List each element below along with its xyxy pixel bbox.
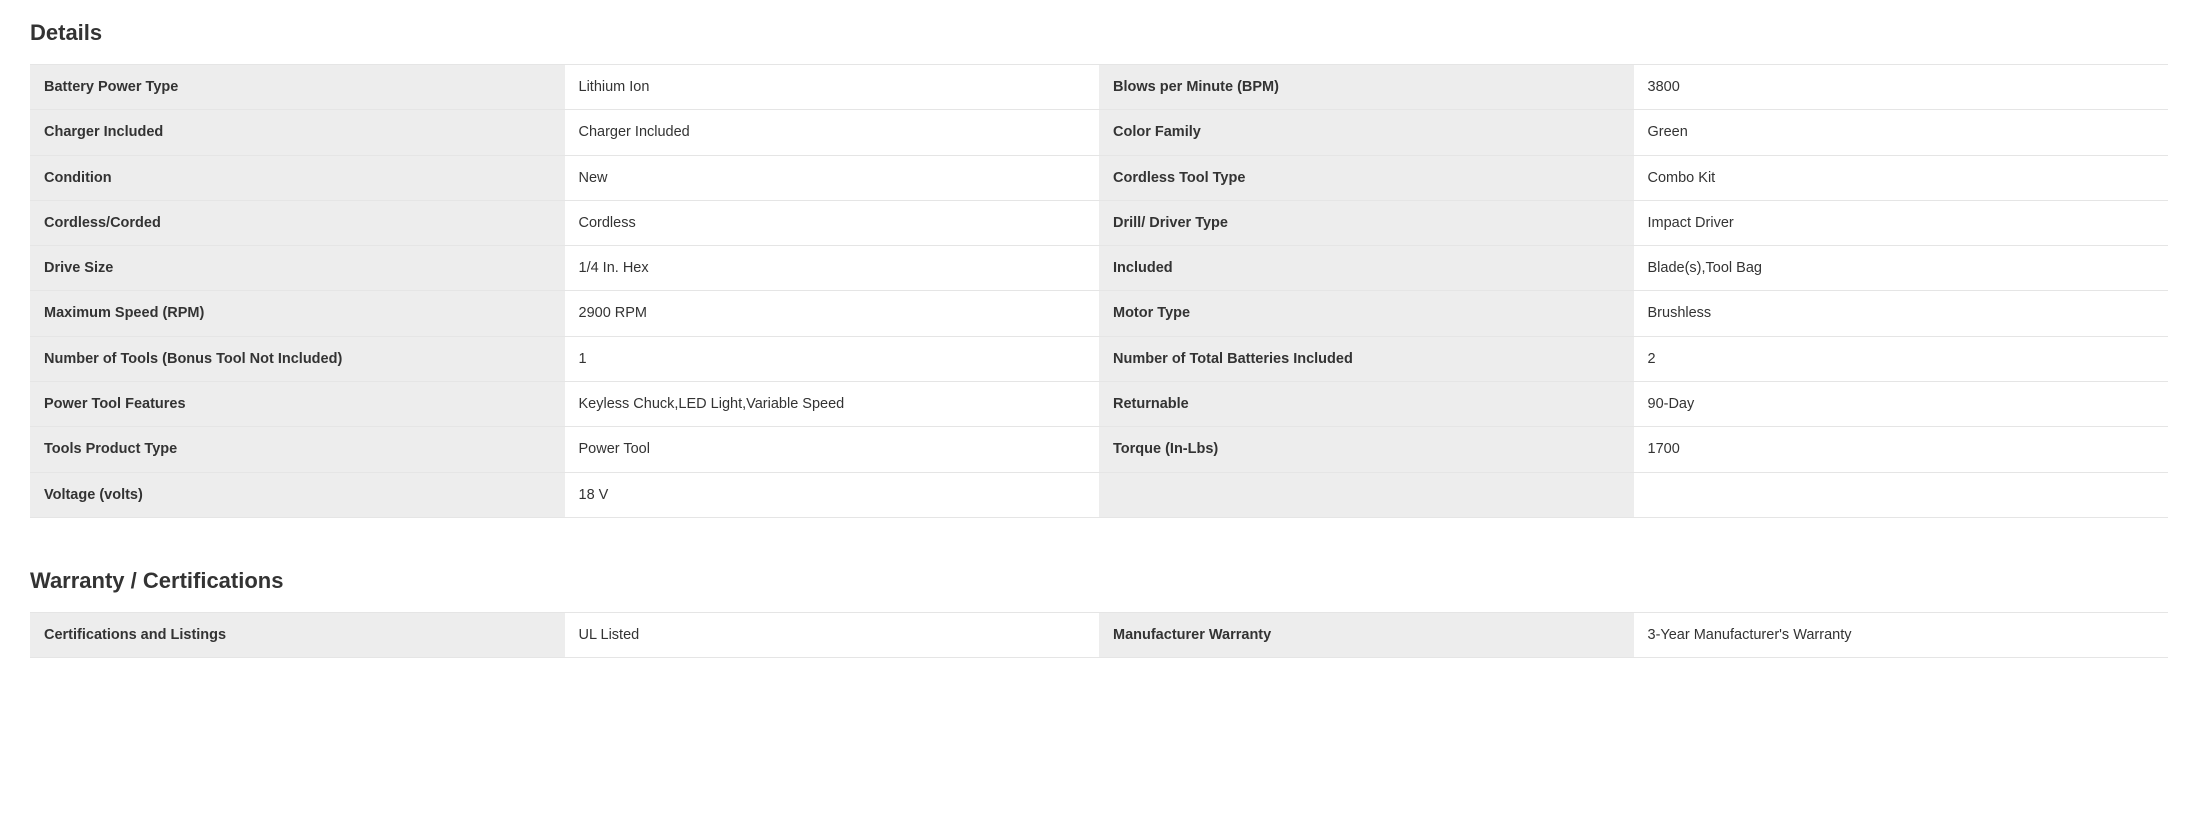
spec-label: Color Family bbox=[1099, 110, 1634, 155]
spec-label: Cordless/Corded bbox=[30, 201, 565, 246]
spec-value: Keyless Chuck,LED Light,Variable Speed bbox=[565, 382, 1100, 427]
spec-value: 2 bbox=[1634, 337, 2169, 382]
spec-value: UL Listed bbox=[565, 613, 1100, 658]
spec-label: Drill/ Driver Type bbox=[1099, 201, 1634, 246]
spec-label: Manufacturer Warranty bbox=[1099, 613, 1634, 658]
spec-value: Blade(s),Tool Bag bbox=[1634, 246, 2169, 291]
spec-value: 1 bbox=[565, 337, 1100, 382]
warranty-table: Certifications and ListingsUL ListedManu… bbox=[30, 612, 2168, 658]
spec-label: Cordless Tool Type bbox=[1099, 156, 1634, 201]
spec-label: Number of Total Batteries Included bbox=[1099, 337, 1634, 382]
spec-label: Condition bbox=[30, 156, 565, 201]
spec-value: Cordless bbox=[565, 201, 1100, 246]
spec-label bbox=[1099, 473, 1634, 518]
warranty-title: Warranty / Certifications bbox=[30, 568, 2168, 594]
details-title: Details bbox=[30, 20, 2168, 46]
spec-label: Included bbox=[1099, 246, 1634, 291]
spec-value: 3800 bbox=[1634, 65, 2169, 110]
spec-label: Drive Size bbox=[30, 246, 565, 291]
spec-value: Green bbox=[1634, 110, 2169, 155]
spec-label: Tools Product Type bbox=[30, 427, 565, 472]
spec-label: Battery Power Type bbox=[30, 65, 565, 110]
spec-value: 2900 RPM bbox=[565, 291, 1100, 336]
spec-value: Power Tool bbox=[565, 427, 1100, 472]
spec-label: Returnable bbox=[1099, 382, 1634, 427]
spec-value: 3-Year Manufacturer's Warranty bbox=[1634, 613, 2169, 658]
details-section: Details Battery Power TypeLithium IonBlo… bbox=[30, 20, 2168, 518]
spec-label: Torque (In-Lbs) bbox=[1099, 427, 1634, 472]
spec-label: Charger Included bbox=[30, 110, 565, 155]
spec-value: Impact Driver bbox=[1634, 201, 2169, 246]
details-table: Battery Power TypeLithium IonBlows per M… bbox=[30, 64, 2168, 518]
spec-value: Lithium Ion bbox=[565, 65, 1100, 110]
spec-label: Power Tool Features bbox=[30, 382, 565, 427]
spec-value bbox=[1634, 473, 2169, 518]
spec-label: Voltage (volts) bbox=[30, 473, 565, 518]
spec-value: Charger Included bbox=[565, 110, 1100, 155]
spec-label: Motor Type bbox=[1099, 291, 1634, 336]
spec-label: Certifications and Listings bbox=[30, 613, 565, 658]
spec-label: Number of Tools (Bonus Tool Not Included… bbox=[30, 337, 565, 382]
spec-value: Combo Kit bbox=[1634, 156, 2169, 201]
spec-label: Maximum Speed (RPM) bbox=[30, 291, 565, 336]
spec-value: New bbox=[565, 156, 1100, 201]
spec-value: 1/4 In. Hex bbox=[565, 246, 1100, 291]
spec-value: Brushless bbox=[1634, 291, 2169, 336]
spec-value: 18 V bbox=[565, 473, 1100, 518]
spec-value: 90-Day bbox=[1634, 382, 2169, 427]
warranty-section: Warranty / Certifications Certifications… bbox=[30, 568, 2168, 658]
spec-label: Blows per Minute (BPM) bbox=[1099, 65, 1634, 110]
spec-value: 1700 bbox=[1634, 427, 2169, 472]
